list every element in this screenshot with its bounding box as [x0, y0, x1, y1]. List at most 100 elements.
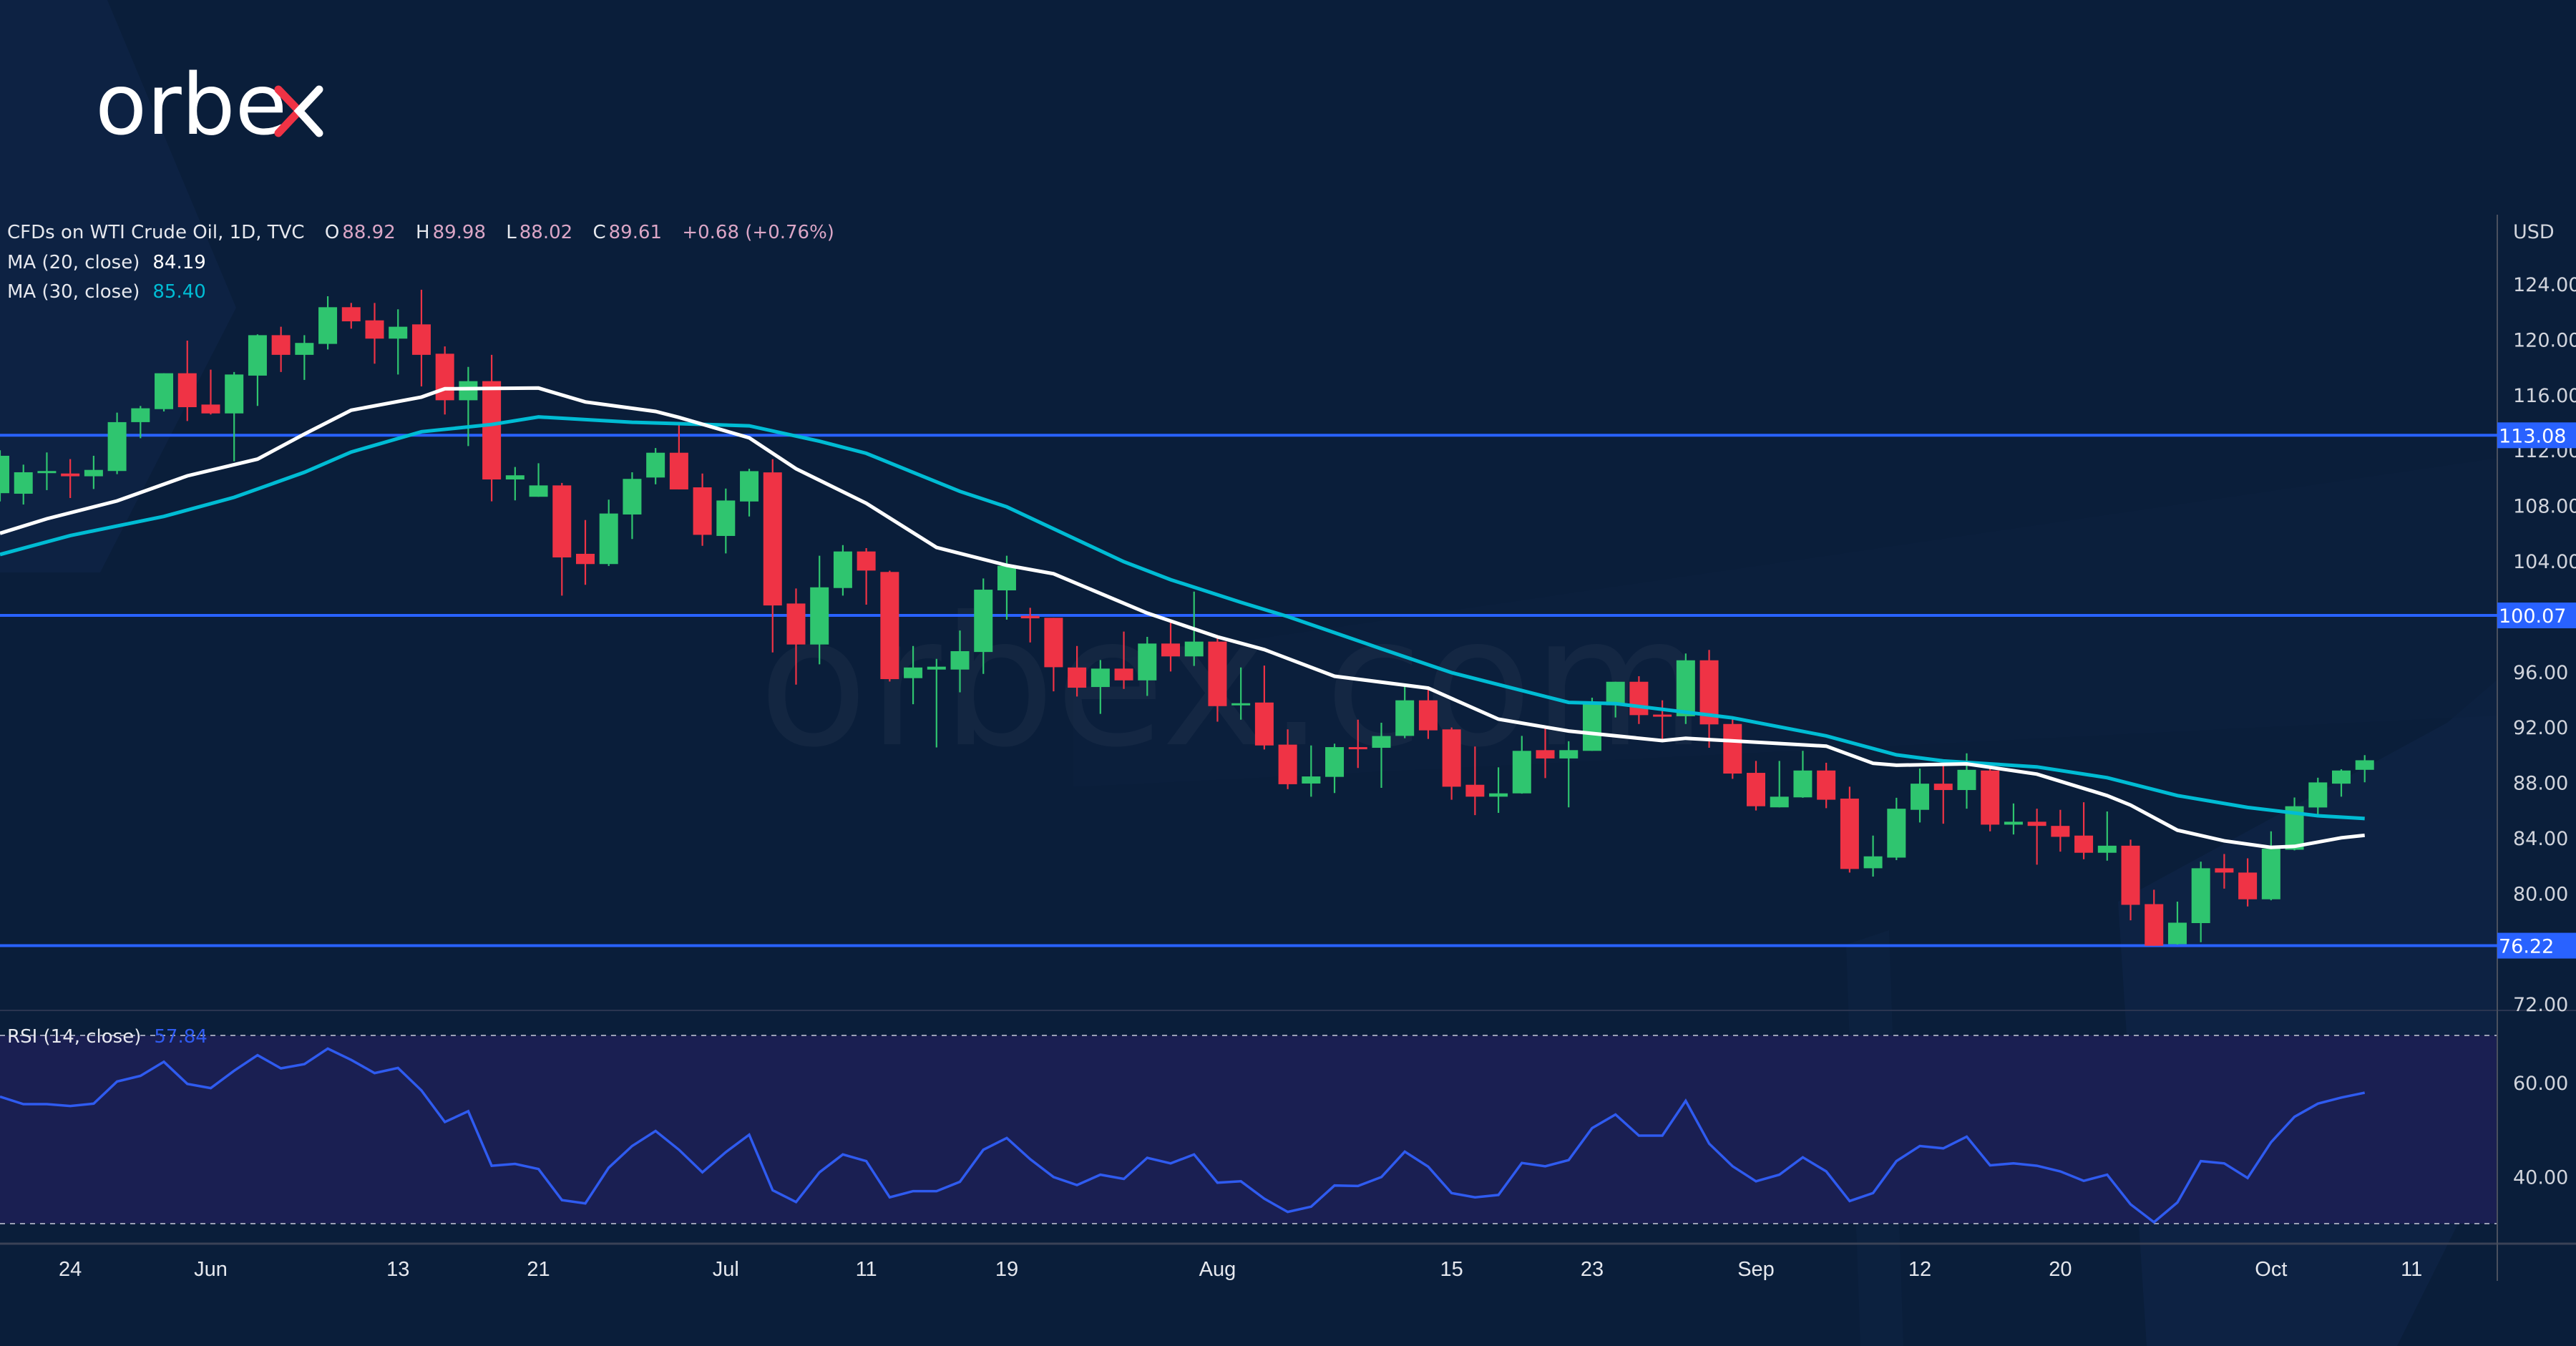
time-tick-label: 11	[856, 1258, 877, 1281]
candle-body	[341, 307, 361, 322]
ma30-label: MA (30, close)	[7, 281, 140, 303]
candle-body	[529, 485, 548, 497]
candle	[2167, 902, 2187, 945]
close-value: 89.61	[608, 222, 663, 243]
candle	[107, 412, 127, 474]
candle-body	[318, 307, 338, 344]
candle	[2355, 755, 2374, 783]
candle-body	[411, 324, 431, 355]
candle	[1840, 786, 1859, 873]
candle-body	[1606, 681, 1625, 706]
candle-body	[1325, 747, 1345, 777]
candle-body	[365, 320, 384, 339]
time-tick-label: 21	[527, 1258, 550, 1281]
candle	[1418, 689, 1438, 739]
candle-body	[693, 487, 712, 535]
candle	[623, 472, 642, 540]
candle	[1302, 745, 1321, 797]
candle	[763, 459, 782, 653]
candle-body	[833, 551, 852, 588]
candle-body	[1536, 750, 1555, 759]
candle	[1395, 686, 1415, 738]
candle-body	[2145, 904, 2164, 946]
candle-body	[1770, 796, 1789, 808]
level-price-chips: 113.08 100.07 76.22	[2497, 422, 2576, 959]
candle-body	[1933, 784, 1953, 791]
close-label: C	[592, 222, 606, 243]
candle	[1582, 697, 1601, 751]
candle	[248, 334, 267, 406]
rsi-legend[interactable]: RSI (14, close) 57.84	[7, 1026, 210, 1048]
time-tick-label: 20	[2049, 1258, 2072, 1281]
candle-body	[2027, 821, 2046, 826]
price-tick-label: 108.00	[2513, 496, 2576, 518]
candle	[1138, 637, 1157, 696]
candle-body	[623, 479, 642, 514]
low-label: L	[506, 222, 517, 243]
rsi-axis-ticks: 60.00 40.00	[2513, 1073, 2568, 1189]
candle-body	[1559, 750, 1579, 759]
price-axis-ticks[interactable]: 124.00120.00116.00112.00108.00104.0096.0…	[2513, 274, 2576, 1016]
time-tick-label: 24	[59, 1258, 82, 1281]
candle	[786, 588, 806, 685]
candle-body	[482, 381, 502, 480]
candle-body	[1911, 784, 1930, 810]
candle	[2261, 831, 2280, 901]
candle	[84, 455, 103, 489]
candle-body	[459, 381, 478, 401]
ma20-legend[interactable]: MA (20, close) 84.19	[7, 252, 209, 273]
rsi-band	[0, 1035, 2497, 1224]
candle	[365, 303, 384, 364]
candle	[2191, 862, 2210, 942]
candle	[2027, 809, 2046, 865]
time-tick-label: 13	[386, 1258, 409, 1281]
candle	[2308, 777, 2328, 817]
time-tick-label: Jun	[194, 1258, 228, 1281]
candle-body	[1465, 784, 1485, 797]
candle-body	[2121, 845, 2140, 905]
candle-body	[1629, 681, 1649, 716]
candle	[2332, 769, 2351, 797]
candle	[1676, 653, 1695, 724]
candle	[2097, 811, 2117, 861]
candle	[1044, 618, 1063, 692]
level-chip-label: 76.22	[2499, 936, 2554, 958]
candle-body	[1957, 769, 1976, 791]
candle-body	[904, 667, 923, 678]
candle-body	[2308, 782, 2328, 808]
candle	[857, 548, 876, 605]
ma30-line	[0, 415, 2365, 821]
candle-body	[669, 452, 688, 489]
ma30-legend[interactable]: MA (30, close) 85.40	[7, 281, 209, 303]
time-tick-label: 23	[1581, 1258, 1604, 1281]
candle-body	[646, 452, 665, 478]
rsi-tick-label: 60.00	[2513, 1073, 2568, 1095]
time-tick-label: 15	[1440, 1258, 1463, 1281]
candle-body	[505, 475, 525, 480]
candle-body	[1138, 643, 1157, 681]
high-value: 89.98	[432, 222, 486, 243]
candle-body	[599, 513, 618, 565]
time-axis-ticks[interactable]: 24 Jun 13 21 Jul 11 19 Aug 15 23 Sep 12 20 Oct 11	[59, 1258, 2422, 1281]
candle	[1161, 620, 1180, 672]
candle-body	[1489, 793, 1508, 797]
candle	[1911, 769, 1930, 823]
symbol-title[interactable]: CFDs on WTI Crude Oil, 1D, TVC	[7, 222, 305, 243]
candle	[177, 340, 197, 421]
time-tick-label: Aug	[1199, 1258, 1236, 1281]
candle	[505, 467, 525, 501]
candle	[740, 469, 759, 517]
candle	[2121, 839, 2140, 921]
candle-body	[1372, 736, 1391, 748]
candle	[1208, 636, 1227, 722]
candle-body	[997, 565, 1016, 591]
open-value: 88.92	[342, 222, 396, 243]
price-tick-label: 72.00	[2513, 994, 2568, 1016]
candle-body	[1418, 700, 1438, 731]
candle-body	[716, 500, 736, 536]
level-chip	[2497, 603, 2576, 629]
change-value: +0.68 (+0.76%)	[682, 222, 834, 243]
candle-body	[810, 587, 829, 645]
